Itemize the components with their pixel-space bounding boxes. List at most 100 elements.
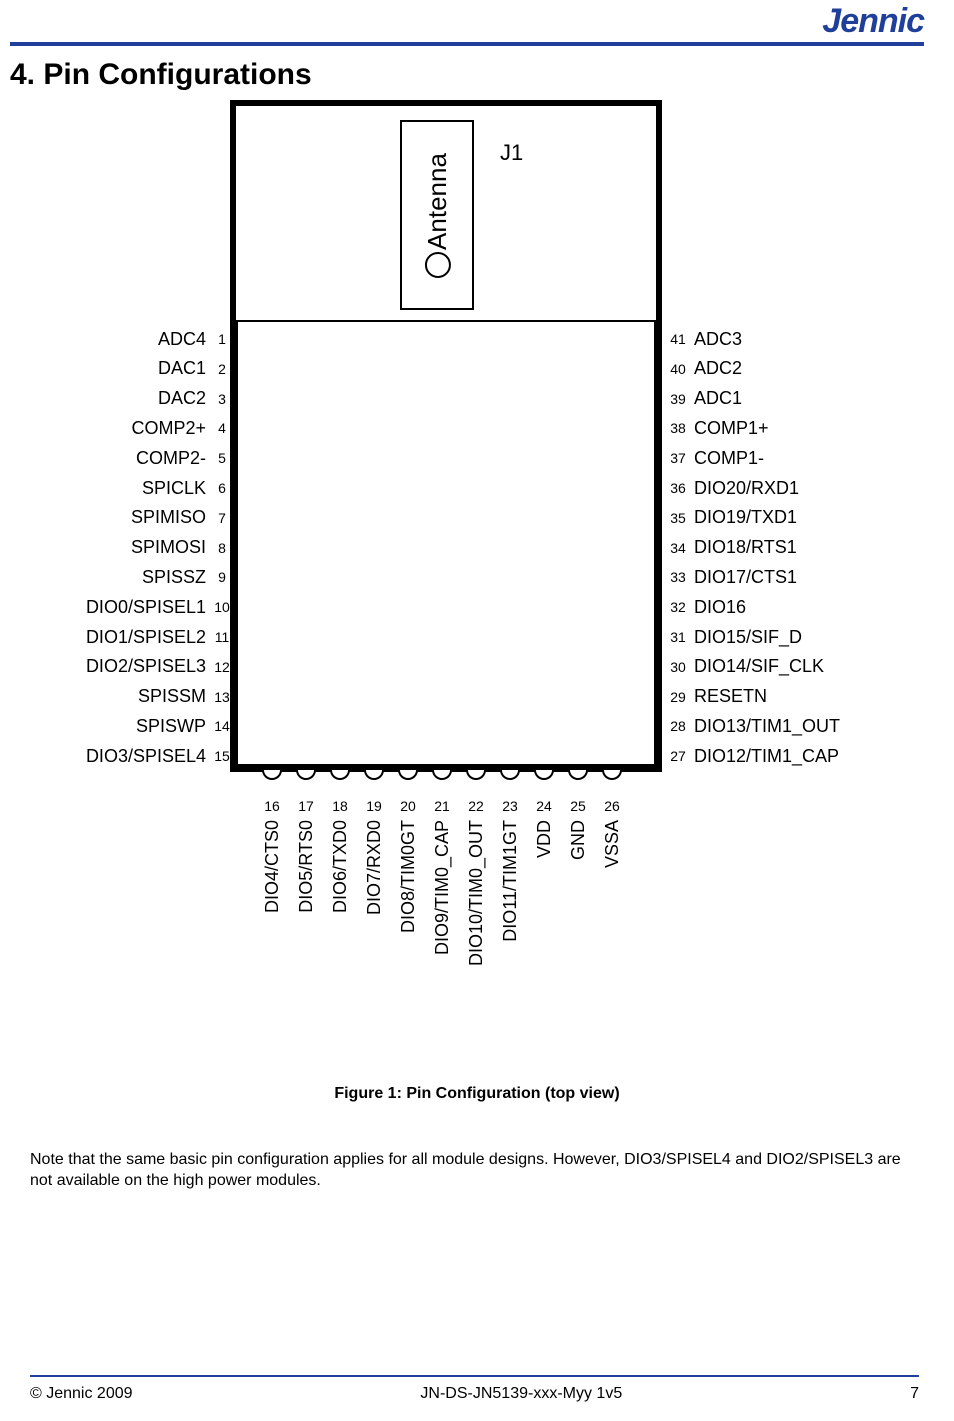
pin-left-2: DAC1 2 — [80, 357, 232, 381]
pin-label: DIO1/SPISEL2 — [80, 627, 206, 648]
pin-right-34: 34DIO18/RTS1 — [668, 536, 797, 560]
pin-label: DIO5/RTS0 — [296, 820, 317, 913]
pin-number: 19 — [362, 798, 386, 814]
pin-number: 9 — [212, 569, 232, 585]
antenna-label: Antenna — [422, 153, 453, 278]
pin-arc — [568, 770, 588, 780]
pin-number: 16 — [260, 798, 284, 814]
pin-number: 7 — [212, 510, 232, 526]
pin-diagram: Antenna J1 ADC41DAC12DAC23COMP2+4COMP2-5… — [100, 100, 860, 980]
antenna-text: Antenna — [422, 153, 453, 250]
pin-right-39: 39ADC1 — [668, 387, 742, 411]
pin-label: DIO19/TXD1 — [694, 507, 797, 528]
antenna-circle-icon — [424, 251, 450, 277]
pin-number: 6 — [212, 480, 232, 496]
footer-center: JN-DS-JN5139-xxx-Myy 1v5 — [420, 1385, 622, 1403]
pin-arc — [602, 770, 622, 780]
pin-number: 15 — [212, 748, 232, 764]
pin-label: DIO16 — [694, 597, 746, 618]
pin-label: VSSA — [602, 820, 623, 868]
pin-right-35: 35 DIO19/TXD1 — [668, 506, 797, 530]
pin-bottom-21: 21 DIO9/TIM0_CAP — [430, 798, 454, 960]
figure-caption: Figure 1: Pin Configuration (top view) — [0, 1085, 954, 1103]
footer-left: © Jennic 2009 — [30, 1385, 133, 1403]
pin-number: 40 — [668, 361, 688, 377]
pin-left-15: DIO3/SPISEL4 15 — [80, 744, 232, 768]
pin-label: DIO4/CTS0 — [262, 820, 283, 913]
pin-label: COMP2- — [80, 448, 206, 469]
pin-number: 21 — [430, 798, 454, 814]
pin-left-9: SPISSZ9 — [80, 565, 232, 589]
pin-left-12: DIO2/SPISEL312 — [80, 655, 232, 679]
pin-number: 4 — [212, 420, 232, 436]
pin-label: COMP1- — [694, 448, 764, 469]
pin-bottom-26: 26 VSSA — [600, 798, 624, 873]
footer-right: 7 — [910, 1385, 919, 1403]
pin-left-3: DAC23 — [80, 387, 232, 411]
top-rule — [10, 42, 924, 46]
pin-left-11: DIO1/SPISEL211 — [80, 625, 232, 649]
pin-left-5: COMP2- 5 — [80, 446, 232, 470]
pin-number: 41 — [668, 331, 688, 347]
pin-number: 29 — [668, 689, 688, 705]
pin-number: 5 — [212, 450, 232, 466]
pin-label: DIO6/TXD0 — [330, 820, 351, 913]
pin-left-14: SPISWP14 — [80, 714, 232, 738]
pin-label: ADC4 — [80, 329, 206, 350]
pin-right-36: 36 DIO20/RXD1 — [668, 476, 799, 500]
pin-label: DIO18/RTS1 — [694, 537, 797, 558]
pin-number: 36 — [668, 480, 688, 496]
brand-logo: Jennic — [822, 2, 924, 41]
pin-arc — [432, 770, 452, 780]
pin-left-6: SPICLK 6 — [80, 476, 232, 500]
pin-label: DIO2/SPISEL3 — [80, 656, 206, 677]
pin-number: 3 — [212, 391, 232, 407]
pin-left-13: SPISSM13 — [80, 685, 232, 709]
pin-right-32: 32DIO16 — [668, 595, 746, 619]
module-inner — [236, 320, 656, 766]
pin-number: 26 — [600, 798, 624, 814]
pin-number: 17 — [294, 798, 318, 814]
pin-number: 18 — [328, 798, 352, 814]
pin-number: 38 — [668, 420, 688, 436]
pin-label: DIO3/SPISEL4 — [80, 746, 206, 767]
note-text: Note that the same basic pin configurati… — [30, 1150, 924, 1192]
pin-right-31: 31 DIO15/SIF_D — [668, 625, 802, 649]
pin-right-28: 28DIO13/TIM1_OUT — [668, 714, 840, 738]
pin-arc — [500, 770, 520, 780]
pin-arc — [398, 770, 418, 780]
pin-right-38: 38COMP1+ — [668, 416, 769, 440]
pin-label: SPIMISO — [80, 507, 206, 528]
pin-number: 35 — [668, 510, 688, 526]
pin-label: DIO10/TIM0_OUT — [466, 820, 487, 966]
pin-bottom-25: 25GND — [566, 798, 590, 865]
section-title: 4. Pin Configurations — [10, 58, 312, 92]
pin-label: DIO20/RXD1 — [694, 478, 799, 499]
pin-arc — [296, 770, 316, 780]
pin-right-29: 29 RESETN — [668, 685, 767, 709]
pin-number: 25 — [566, 798, 590, 814]
pin-arc — [534, 770, 554, 780]
pin-number: 27 — [668, 748, 688, 764]
pin-number: 31 — [668, 629, 688, 645]
pin-number: 30 — [668, 659, 688, 675]
footer: © Jennic 2009 JN-DS-JN5139-xxx-Myy 1v5 7 — [30, 1385, 919, 1403]
antenna-box: Antenna — [400, 120, 474, 310]
pin-right-33: 33DIO17/CTS1 — [668, 565, 797, 589]
pin-number: 2 — [212, 361, 232, 377]
pin-label: DAC1 — [80, 358, 206, 379]
pin-label: DIO15/SIF_D — [694, 627, 802, 648]
pin-left-4: COMP2+ 4 — [80, 416, 232, 440]
page: Jennic 4. Pin Configurations Antenna J1 … — [0, 0, 954, 1421]
pin-label: DIO9/TIM0_CAP — [432, 820, 453, 955]
pin-bottom-24: 24VDD — [532, 798, 556, 863]
pin-arc — [466, 770, 486, 780]
pin-label: RESETN — [694, 686, 767, 707]
pin-label: COMP2+ — [80, 418, 206, 439]
pin-label: DIO11/TIM1GT — [500, 820, 521, 942]
pin-label: SPICLK — [80, 478, 206, 499]
pin-right-27: 27DIO12/TIM1_CAP — [668, 744, 839, 768]
pin-arc — [330, 770, 350, 780]
pin-bottom-16: 16 DIO4/CTS0 — [260, 798, 284, 918]
pin-bottom-23: 23DIO11/TIM1GT — [498, 798, 522, 947]
